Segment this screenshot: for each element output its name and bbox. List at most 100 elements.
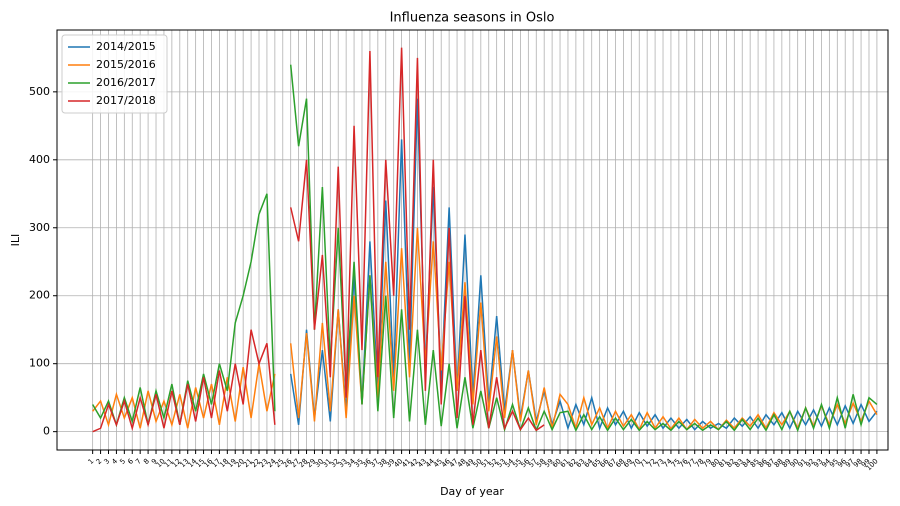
x-tick-label: 75 (670, 457, 682, 469)
x-tick-label: 12 (171, 457, 183, 469)
x-tick-label: 13 (179, 457, 191, 469)
series-line (92, 64, 878, 433)
x-tick-label: 20 (234, 457, 246, 469)
x-tick-label: 68 (614, 457, 626, 469)
x-tick-label: 29 (305, 457, 317, 469)
x-tick-label: 47 (448, 457, 460, 469)
x-tick-label: 41 (400, 457, 412, 469)
x-tick-label: 1 (87, 457, 96, 466)
x-tick-label: 45 (432, 457, 444, 469)
legend-label: 2015/2016 (96, 58, 156, 71)
x-tick-label: 92 (804, 457, 816, 469)
x-tick-label: 52 (488, 457, 500, 469)
legend-label: 2014/2015 (96, 40, 156, 53)
x-tick-label: 33 (337, 457, 349, 469)
x-tick-label: 32 (329, 457, 341, 469)
x-tick-label: 5 (118, 457, 127, 466)
x-tick-label: 93 (812, 457, 824, 469)
x-tick-label: 11 (163, 457, 175, 469)
x-tick-label: 57 (527, 457, 539, 469)
y-tick-label: 400 (29, 153, 50, 166)
x-tick-label: 40 (392, 457, 404, 469)
series-line (92, 47, 545, 433)
y-axis-label: ILI (9, 234, 22, 247)
x-tick-label: 70 (630, 457, 642, 469)
x-tick-label: 51 (480, 457, 492, 469)
x-tick-label: 43 (416, 457, 428, 469)
x-tick-label: 17 (210, 457, 222, 469)
x-tick-label: 22 (250, 457, 262, 469)
series-line (92, 227, 878, 432)
x-tick-label: 15 (194, 457, 206, 469)
y-tick-label: 300 (29, 221, 50, 234)
x-tick-label: 82 (725, 457, 737, 469)
x-tick-label: 85 (749, 457, 761, 469)
x-tick-label: 62 (567, 457, 579, 469)
x-tick-label: 35 (353, 457, 365, 469)
x-tick-label: 58 (535, 457, 547, 469)
plot-frame (56, 29, 889, 451)
x-tick-label: 37 (369, 457, 381, 469)
x-tick-label: 8 (142, 457, 151, 466)
x-tick-label: 6 (126, 457, 135, 466)
x-tick-label: 31 (321, 457, 333, 469)
x-tick-label: 9 (150, 457, 159, 466)
x-tick-label: 69 (622, 457, 634, 469)
y-tick-label: 0 (43, 425, 50, 438)
x-tick-label: 3 (103, 457, 112, 466)
x-tick-label: 63 (575, 457, 587, 469)
y-tick-label: 100 (29, 357, 50, 370)
x-tick-label: 53 (495, 457, 507, 469)
x-tick-label: 77 (686, 457, 698, 469)
x-tick-label: 60 (551, 457, 563, 469)
x-tick-label: 4 (110, 457, 119, 466)
x-tick-label: 38 (377, 457, 389, 469)
x-tick-label: 91 (796, 457, 808, 469)
x-tick-label: 61 (559, 457, 571, 469)
x-tick-label: 25 (274, 457, 286, 469)
x-tick-label: 71 (638, 457, 650, 469)
x-tick-label: 81 (717, 457, 729, 469)
x-tick-label: 72 (646, 457, 658, 469)
chart-title: Influenza seasons in Oslo (390, 11, 555, 26)
x-tick-label: 65 (591, 457, 603, 469)
x-tick-label: 88 (773, 457, 785, 469)
x-tick-label: 18 (218, 457, 230, 469)
x-tick-label: 49 (464, 457, 476, 469)
x-tick-label: 55 (511, 457, 523, 469)
legend-label: 2016/2017 (96, 76, 156, 89)
x-tick-label: 23 (258, 457, 270, 469)
x-axis-label: Day of year (440, 485, 504, 498)
x-tick-label: 90 (789, 457, 801, 469)
x-tick-label: 27 (289, 457, 301, 469)
x-tick-label: 80 (709, 457, 721, 469)
x-tick-label: 7 (134, 457, 143, 466)
x-tick-label: 10 (155, 457, 167, 469)
x-tick-label: 89 (781, 457, 793, 469)
x-tick-label: 39 (385, 457, 397, 469)
series-line (289, 98, 878, 431)
legend-box (61, 34, 168, 114)
x-tick-label: 78 (693, 457, 705, 469)
x-tick-label: 99 (860, 457, 872, 469)
x-tick-label: 19 (226, 457, 238, 469)
y-tick-label: 200 (29, 289, 50, 302)
x-tick-label: 48 (456, 457, 468, 469)
x-tick-label: 73 (654, 457, 666, 469)
x-tick-label: 59 (543, 457, 555, 469)
x-tick-label: 79 (701, 457, 713, 469)
x-tick-label: 97 (844, 457, 856, 469)
x-tick-label: 98 (852, 457, 864, 469)
x-tick-label: 2 (95, 457, 104, 466)
x-tick-label: 50 (472, 457, 484, 469)
x-tick-label: 30 (313, 457, 325, 469)
x-tick-label: 83 (733, 457, 745, 469)
x-tick-label: 42 (408, 457, 420, 469)
legend-label: 2017/2018 (96, 94, 156, 107)
x-tick-label: 21 (242, 457, 254, 469)
x-tick-label: 28 (297, 457, 309, 469)
y-tick-label: 500 (29, 85, 50, 98)
x-tick-label: 87 (765, 457, 777, 469)
x-tick-label: 67 (606, 457, 618, 469)
